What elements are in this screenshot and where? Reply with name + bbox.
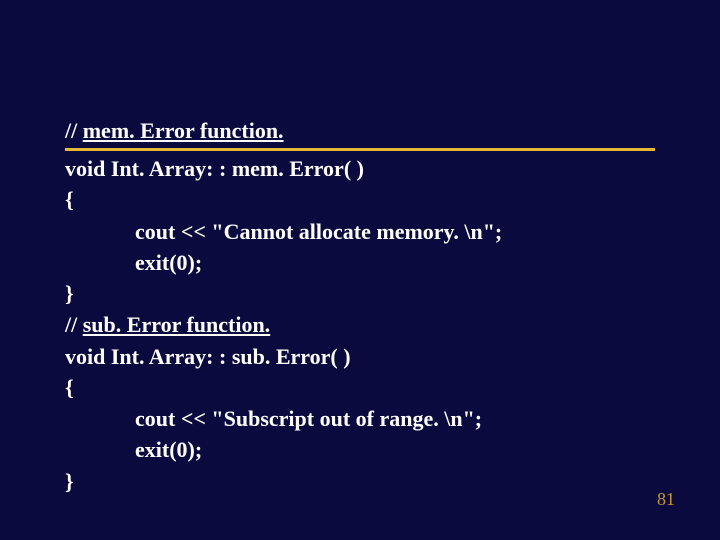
code-block: // mem. Error function. void Int. Array:… <box>65 115 655 497</box>
comment-suberror: // sub. Error function. <box>65 309 655 340</box>
code-line-indent: cout << "Cannot allocate memory. \n"; <box>65 216 655 247</box>
code-line-indent: cout << "Subscript out of range. \n"; <box>65 403 655 434</box>
code-line: { <box>65 184 655 215</box>
code-line: } <box>65 278 655 309</box>
slide: // mem. Error function. void Int. Array:… <box>0 0 720 540</box>
code-line-indent: exit(0); <box>65 247 655 278</box>
code-line: } <box>65 466 655 497</box>
divider-rule <box>65 148 655 151</box>
code-line: void Int. Array: : sub. Error( ) <box>65 341 655 372</box>
comment-prefix: // <box>65 312 83 337</box>
code-line: void Int. Array: : mem. Error( ) <box>65 153 655 184</box>
code-line: { <box>65 372 655 403</box>
comment-memerror: // mem. Error function. <box>65 115 655 146</box>
comment-prefix: // <box>65 118 83 143</box>
comment-text: mem. Error function. <box>83 118 284 143</box>
comment-text: sub. Error function. <box>83 312 270 337</box>
page-number: 81 <box>657 489 675 510</box>
code-line-indent: exit(0); <box>65 434 655 465</box>
